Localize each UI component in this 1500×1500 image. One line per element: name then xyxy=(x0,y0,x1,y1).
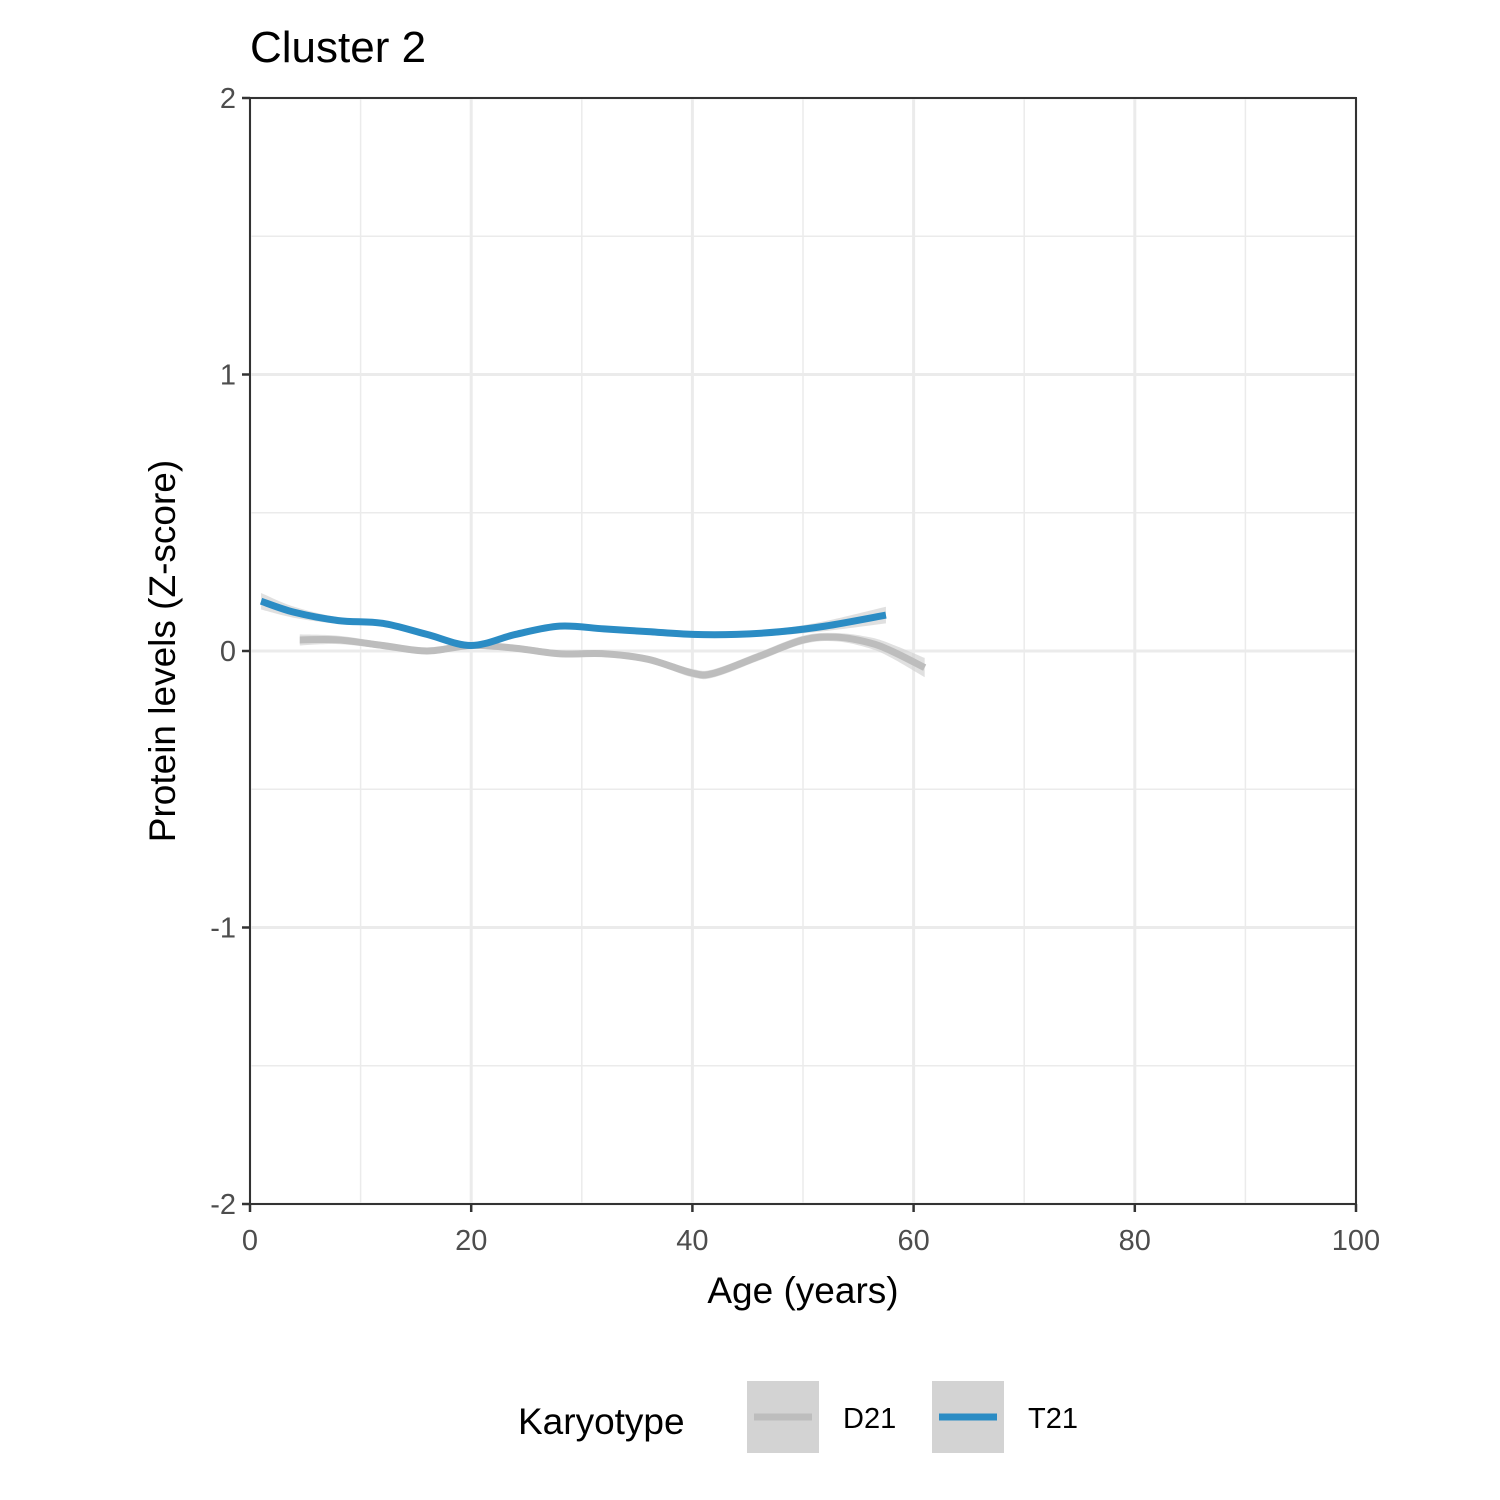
legend-title: Karyotype xyxy=(518,1401,685,1442)
chart-title: Cluster 2 xyxy=(250,23,426,72)
x-tick-label: 80 xyxy=(1119,1225,1151,1257)
legend-label-t21: T21 xyxy=(1028,1403,1078,1435)
y-tick-label: 1 xyxy=(220,360,236,392)
x-axis-title: Age (years) xyxy=(707,1270,898,1311)
x-tick-label: 60 xyxy=(897,1225,929,1257)
plot-panel xyxy=(248,96,1358,1206)
y-tick-label: -2 xyxy=(210,1189,236,1221)
x-tick-label: 40 xyxy=(676,1225,708,1257)
y-tick-label: 0 xyxy=(220,636,236,668)
x-tick-label: 100 xyxy=(1332,1225,1380,1257)
line-t21 xyxy=(259,597,887,649)
y-axis: -2 -1 0 1 2 xyxy=(210,83,250,1221)
legend-items: D21 T21 xyxy=(747,1381,1078,1453)
x-tick-label: 0 xyxy=(242,1225,258,1257)
legend-label-d21: D21 xyxy=(843,1403,896,1435)
legend: Karyotype D21 T21 xyxy=(518,1381,1078,1453)
y-axis-title: Protein levels (Z-score) xyxy=(142,460,183,842)
x-tick-label: 20 xyxy=(455,1225,487,1257)
y-tick-label: -1 xyxy=(210,913,236,945)
y-tick-label: 2 xyxy=(220,83,236,115)
x-axis: 0 20 40 60 80 100 xyxy=(242,1204,1380,1257)
series-lines xyxy=(259,597,927,679)
line-d21 xyxy=(299,633,927,679)
